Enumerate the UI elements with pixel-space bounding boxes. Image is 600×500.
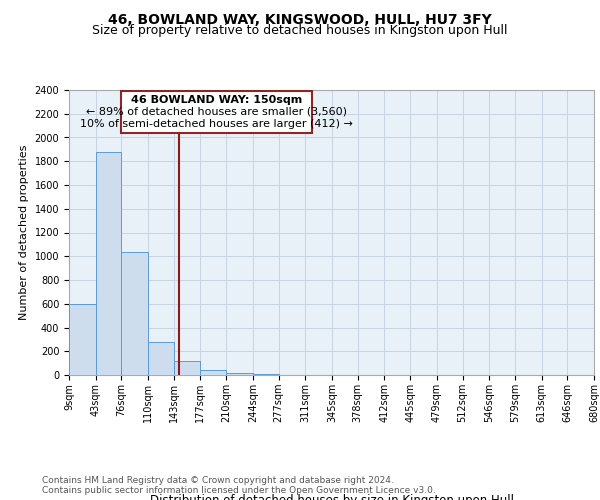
Text: 10% of semi-detached houses are larger (412) →: 10% of semi-detached houses are larger (… (80, 120, 353, 130)
Bar (121, 252, 148, 375)
Y-axis label: Number of detached properties: Number of detached properties (19, 145, 29, 320)
Bar (174, 362, 200, 375)
Bar (200, 370, 226, 375)
Text: Contains HM Land Registry data © Crown copyright and database right 2024.: Contains HM Land Registry data © Crown c… (42, 476, 394, 485)
Text: 46, BOWLAND WAY, KINGSWOOD, HULL, HU7 3FY: 46, BOWLAND WAY, KINGSWOOD, HULL, HU7 3F… (108, 12, 492, 26)
X-axis label: Distribution of detached houses by size in Kingston upon Hull: Distribution of detached houses by size … (149, 494, 514, 500)
FancyBboxPatch shape (121, 91, 313, 132)
Bar (69, 304, 95, 375)
Text: ← 89% of detached houses are smaller (3,560): ← 89% of detached houses are smaller (3,… (86, 107, 347, 117)
Bar (148, 342, 174, 375)
Bar (226, 372, 253, 375)
Text: Contains public sector information licensed under the Open Government Licence v3: Contains public sector information licen… (42, 486, 436, 495)
Text: 46 BOWLAND WAY: 150sqm: 46 BOWLAND WAY: 150sqm (131, 96, 302, 106)
Text: Size of property relative to detached houses in Kingston upon Hull: Size of property relative to detached ho… (92, 24, 508, 37)
Bar (253, 374, 278, 375)
Bar (95, 152, 121, 375)
